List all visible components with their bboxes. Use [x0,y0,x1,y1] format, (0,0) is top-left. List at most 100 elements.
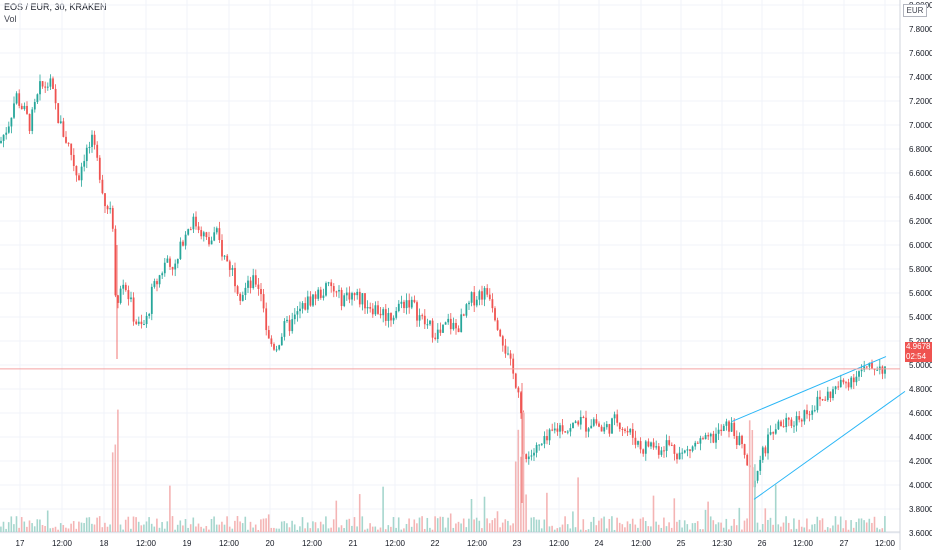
volume-bar [481,528,483,532]
volume-bar [244,516,247,532]
candle-body [761,447,764,460]
volume-bar [104,522,106,532]
candle-body [743,444,746,455]
volume-bar [494,518,496,532]
candle-body [587,428,590,432]
candle-body [176,258,179,264]
volume-bar [236,516,239,532]
volume-bar [252,527,254,532]
volume-bar [93,524,96,532]
candle-body [572,422,574,429]
candle-body [613,414,616,419]
candle-body [267,330,270,339]
volume-bar [241,523,244,532]
volume-bar [80,522,83,532]
candle-body [434,337,437,340]
candle-body [174,263,177,270]
volume-bar [215,524,218,532]
volume-bar [70,523,72,532]
volume-bar [348,518,351,532]
volume-bar [764,508,767,532]
currency-label[interactable]: EUR [903,4,927,17]
volume-bar [39,519,41,532]
candle-body [715,433,717,443]
volume-bar [683,520,686,532]
volume-bar [741,529,743,532]
volume-bar [218,524,221,532]
candle-body [426,324,429,326]
volume-bar [587,529,590,532]
volume-bar [800,526,803,532]
candle-body [863,366,866,370]
volume-bar [91,523,93,532]
volume-bar [709,516,712,532]
volume-bar [62,525,65,532]
candle-body [868,362,871,367]
candle-body [579,416,582,425]
candle-body [78,175,80,181]
volume-bar [520,456,522,532]
x-tick-label: 12:30 [712,539,733,548]
volume-bar [863,520,865,532]
candle-body [226,255,229,262]
volume-bar [10,516,13,532]
bar-countdown-tag: 02:54 [905,352,932,362]
candle-body [288,319,291,332]
candle-body [382,309,385,316]
candle-body [348,292,351,300]
candle-body [106,206,109,210]
y-tick-label: 7.4000 [909,73,932,82]
candle-body [676,453,678,460]
volume-bar [855,522,858,532]
x-tick-label: 12:00 [631,539,652,548]
volume-bar [358,494,361,532]
volume-bar [143,524,145,532]
volume-bar [184,519,187,532]
volume-bar [533,517,535,532]
candle-body [358,291,361,305]
candle-body [683,450,686,453]
candle-body [330,282,333,287]
candle-body [390,313,392,321]
volume-bar [694,522,696,532]
volume-bar [369,523,371,532]
volume-bar [44,525,46,532]
volume-bar [514,461,517,532]
candle-body [119,288,122,303]
candle-body [436,329,439,340]
volume-bar [41,524,44,532]
candle-body [507,353,509,355]
candle-body [733,422,736,437]
volume-bar [421,516,423,532]
volume-bar [140,525,143,532]
volume-bar [72,521,75,532]
volume-bar [327,528,330,532]
volume-bar [239,521,241,532]
candle-body [418,315,421,321]
candle-body [525,454,528,460]
candle-body [577,421,580,425]
candle-body [317,289,320,299]
candle-body [829,391,832,399]
volume-bar [592,516,595,532]
volume-bar [553,529,556,532]
candle-body [478,291,481,300]
candle-body [483,288,486,300]
candle-body [624,429,626,431]
candle-body [28,113,31,131]
volume-label: Vol [4,14,17,24]
candle-body [312,294,314,306]
candle-body [735,436,738,445]
candle-body [455,322,457,329]
volume-bar [226,516,228,532]
candle-body [322,295,325,298]
volume-bar [137,521,140,532]
volume-bar [301,517,304,532]
candle-body [72,154,75,166]
candle-body [574,421,577,423]
volume-bar [317,528,319,532]
candle-body [218,228,221,240]
candle-body [691,446,694,451]
candle-body [512,358,515,374]
